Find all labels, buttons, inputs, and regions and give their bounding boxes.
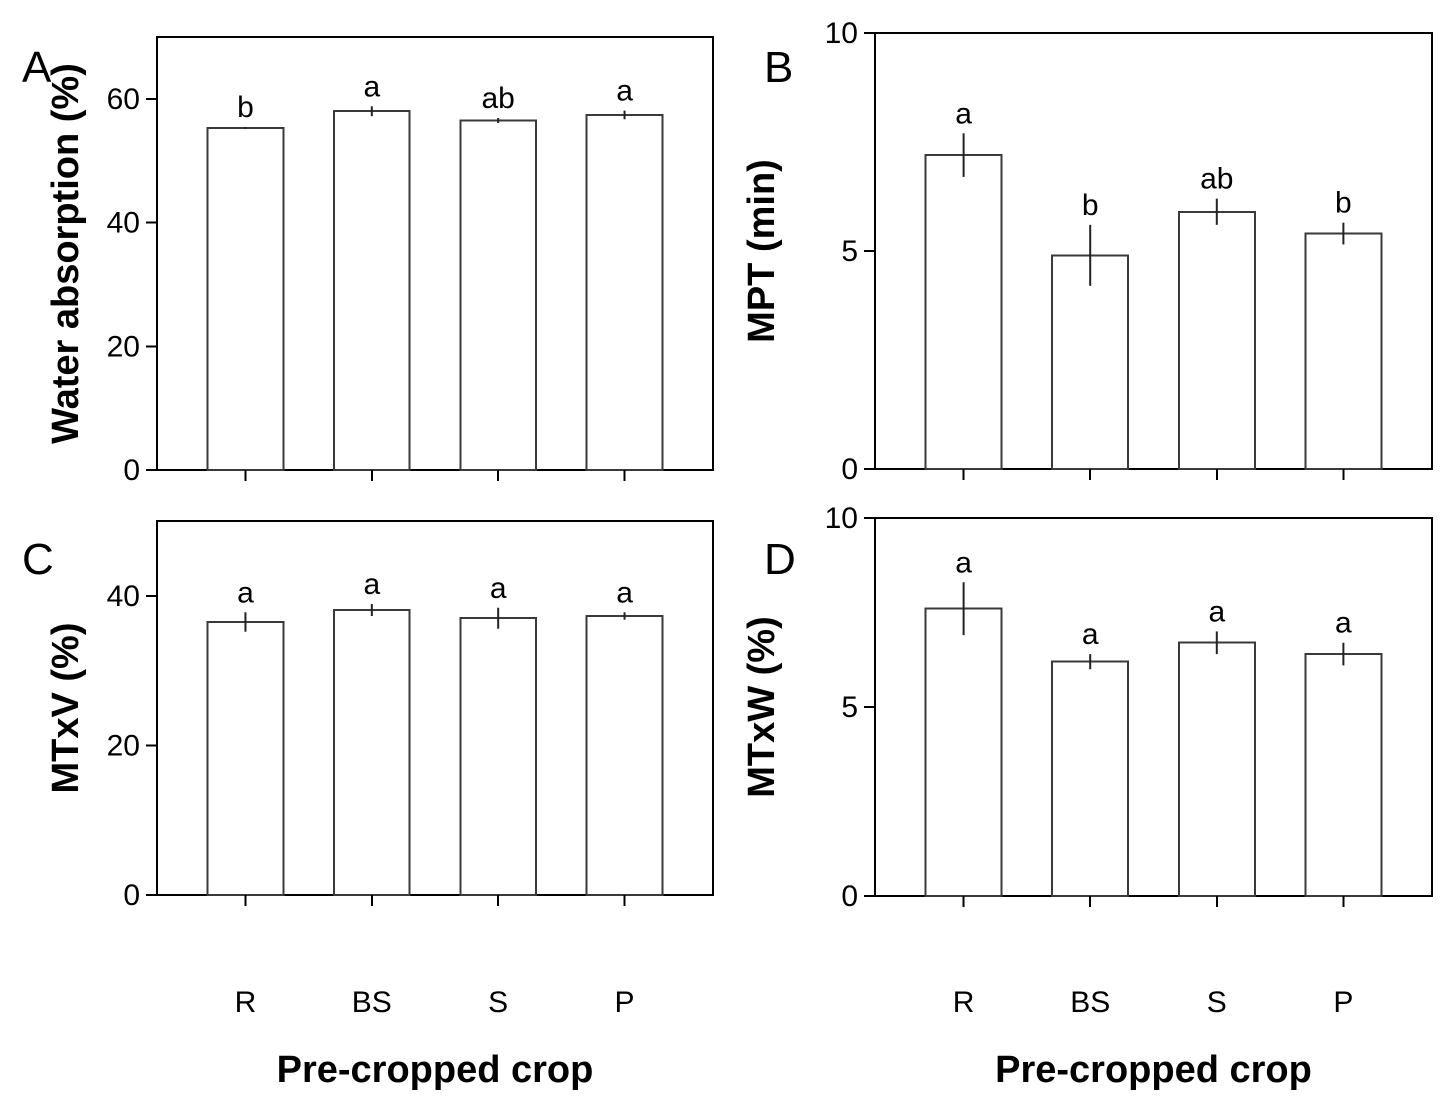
x-tick-label: BS	[352, 986, 392, 1019]
bar-S	[1177, 641, 1256, 897]
significance-letter: a	[616, 576, 633, 609]
plot-frame	[156, 36, 714, 471]
x-axis-title: Pre-cropped crop	[277, 1049, 594, 1091]
significance-letter: a	[955, 97, 972, 130]
panel-letter: D	[764, 535, 796, 584]
significance-letter: a	[363, 568, 380, 601]
x-tick-label: P	[1333, 986, 1353, 1019]
panel-A: 0 20 40 60 b a ab a Water absorption (%) A	[0, 0, 727, 500]
y-tick-label: 0	[841, 880, 858, 913]
x-tick-label: R	[953, 986, 975, 1019]
y-tick-label: 0	[841, 453, 858, 486]
bar-P	[1304, 653, 1383, 897]
x-tick-label: P	[615, 986, 635, 1019]
plot-frame	[156, 520, 714, 896]
x-tick-label: S	[488, 986, 508, 1019]
significance-letter: ab	[481, 82, 514, 115]
y-tick-label: 60	[107, 83, 140, 116]
y-tick-label: 20	[107, 330, 140, 363]
y-tick-label: 40	[107, 580, 140, 613]
significance-letter: a	[1082, 618, 1099, 651]
bar-BS	[332, 110, 411, 471]
bar-R	[206, 126, 285, 472]
significance-letter: b	[1335, 187, 1352, 220]
panel-B: 0 5 10 a b ab b MPT (min) B	[728, 0, 1455, 500]
x-tick-label: R	[235, 986, 257, 1019]
y-tick-label: 10	[825, 17, 858, 50]
panel-letter: B	[764, 43, 793, 92]
significance-letter: a	[363, 70, 380, 103]
significance-letter: ab	[1200, 163, 1233, 196]
y-tick-label: 20	[107, 729, 140, 762]
x-tick-label: S	[1207, 986, 1227, 1019]
significance-letter: a	[616, 75, 633, 108]
significance-letter: a	[490, 572, 507, 605]
panel-C-chart: 0 20 40 a Ra BS a Sa P Pre-cropped crop MTxV (%) C	[22, 520, 714, 1091]
bar-BS	[332, 609, 411, 897]
bar-BS	[1051, 660, 1130, 897]
bar-R	[206, 620, 285, 896]
bar-S	[459, 119, 538, 471]
y-tick-label: 0	[123, 454, 140, 487]
y-tick-label: 0	[123, 879, 140, 912]
significance-letter: b	[1082, 189, 1099, 222]
bar-R	[924, 154, 1003, 471]
significance-letter: a	[1208, 595, 1225, 628]
bar-S	[459, 617, 538, 897]
y-axis-title: MPT (min)	[741, 159, 783, 343]
y-tick-label: 5	[841, 235, 858, 268]
bar-S	[1177, 210, 1256, 470]
panel-letter: C	[22, 535, 54, 584]
panel-letter: A	[22, 43, 52, 92]
y-axis-title: MTxW (%)	[741, 616, 783, 798]
panel-D-chart: 0 5 10 a Ra BS a Sa P Pre-cropped crop MTxW (%) D	[741, 502, 1433, 1091]
significance-letter: a	[955, 546, 972, 579]
x-axis-title: Pre-cropped crop	[995, 1049, 1312, 1091]
bar-P	[585, 614, 664, 896]
y-tick-label: 40	[107, 207, 140, 240]
significance-letter: b	[237, 91, 254, 124]
panel-A-chart: 0 20 40 60 b a ab a Water absorption (%)A	[22, 36, 714, 487]
bar-BS	[1051, 254, 1130, 470]
y-axis-title: MTxV (%)	[45, 623, 87, 794]
y-tick-label: 10	[825, 502, 858, 535]
y-axis-title: Water absorption (%)	[45, 63, 87, 444]
y-tick-label: 5	[841, 691, 858, 724]
bar-R	[924, 607, 1003, 897]
bar-P	[585, 113, 664, 471]
significance-letter: a	[1335, 607, 1352, 640]
x-tick-label: BS	[1070, 986, 1110, 1019]
significance-letter: a	[237, 576, 254, 609]
bar-P	[1304, 232, 1383, 470]
